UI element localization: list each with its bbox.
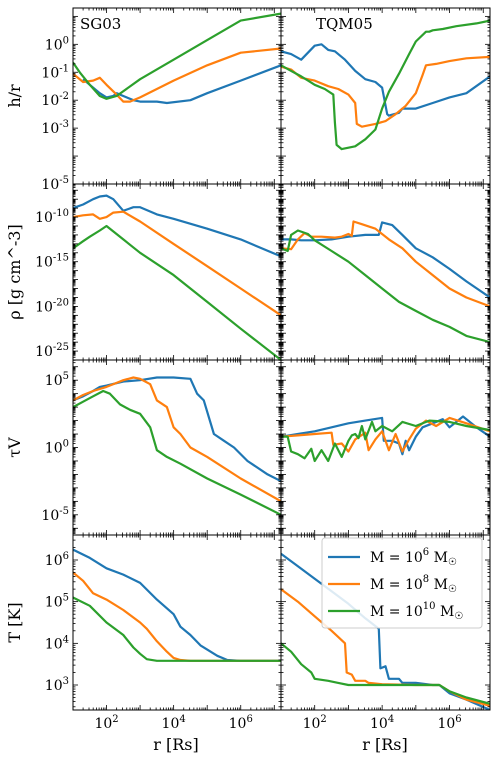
x-axis-label-left: r [Rs]	[153, 735, 198, 754]
series-line-1e6	[281, 43, 490, 117]
legend-entry-1e8-main: M = 10	[370, 577, 423, 593]
legend-entry-1e6-sun: ☉	[448, 557, 457, 568]
series-line-1e8	[281, 220, 490, 308]
y-axis-label: ρ [g cm^-3]	[5, 224, 24, 319]
series-line-1e6	[73, 548, 281, 662]
y-tick-label: 10-1	[41, 63, 69, 81]
y-tick-label: 10-25	[35, 342, 69, 360]
legend-entry-1e8-unit: M	[429, 577, 448, 593]
tqm05-label: TQM05	[316, 15, 373, 33]
y-tick-label: 100	[45, 35, 69, 53]
y-tick-label: 105	[45, 593, 69, 611]
legend-entry-1e10: M = 1010 M☉	[370, 601, 463, 622]
y-tick-label: 10-2	[41, 91, 69, 109]
panel-frame	[280, 183, 491, 361]
series-line-1e8	[73, 47, 281, 103]
sg03-label: SG03	[80, 15, 121, 33]
x-axis-label-right: r [Rs]	[362, 735, 407, 754]
y-axis-label: τV	[5, 437, 24, 458]
series-line-1e10	[281, 642, 490, 705]
y-tick-label: 10-5	[41, 175, 69, 193]
panel-r1-c0: 10-10 10-15 10-20 10-25 ρ [g cm^-3]	[5, 183, 282, 361]
series-line-1e6	[281, 221, 490, 299]
panel-r0-c1	[280, 7, 491, 185]
legend-entry-1e8-sun: ☉	[448, 584, 457, 595]
legend-entry-1e6-sup: 6	[423, 547, 429, 558]
y-tick-label: 10-20	[35, 297, 69, 315]
y-tick-label: 106	[45, 551, 69, 569]
series-line-1e6	[281, 415, 490, 456]
legend-box	[321, 537, 483, 629]
y-tick-label: 10-15	[35, 253, 69, 271]
y-axis-label: T [K]	[5, 602, 24, 642]
panel-frame	[280, 534, 491, 711]
panels-group: 10010-110-210-310-5h/r10-1010-1510-2010-…	[5, 7, 491, 732]
series-line-1e10	[281, 19, 490, 151]
legend-entry-1e10-unit: M	[436, 604, 455, 620]
series-line-1e10	[73, 389, 281, 516]
x-tick-label: 104	[370, 714, 394, 732]
series-line-1e10	[73, 224, 281, 360]
y-tick-label: 105	[45, 371, 69, 389]
series-line-1e8	[73, 571, 281, 662]
legend: M = 106 M☉ M = 108 M☉ M = 1010 M☉	[321, 537, 483, 629]
panel-frame	[280, 359, 491, 536]
series-line-1e8	[73, 210, 281, 317]
series-line-1e8	[281, 55, 490, 128]
legend-entry-1e6: M = 106 M☉	[370, 547, 457, 568]
legend-entry-1e10-sun: ☉	[454, 611, 463, 622]
y-tick-label: 10-5	[41, 506, 69, 524]
x-tick-label: 106	[229, 714, 253, 732]
series-line-1e6	[73, 376, 281, 483]
legend-entry-1e10-sup: 10	[423, 601, 436, 612]
x-tick-label: 106	[437, 714, 461, 732]
panel-r0-c0: 100 10-1 10-2 10-3 10-5 h/r	[5, 7, 282, 193]
series-line-1e10	[73, 12, 281, 100]
y-axis-label: h/r	[5, 84, 24, 108]
y-tick-label: 10-3	[41, 119, 69, 137]
legend-entry-1e6-main: M = 10	[370, 550, 423, 566]
y-tick-label: 100	[45, 439, 69, 457]
legend-entry-1e10-main: M = 10	[370, 604, 423, 620]
legend-entry-1e6-unit: M	[429, 550, 448, 566]
panel-r2-c0: 105 100 10-5 τV	[5, 359, 282, 536]
panel-r2-c1	[280, 359, 491, 536]
series-line-1e10	[73, 596, 281, 662]
x-tick-label: 102	[94, 714, 118, 732]
series-line-1e8	[73, 376, 281, 503]
panel-frame	[72, 183, 282, 361]
x-tick-label: 102	[303, 714, 327, 732]
series-line-1e6	[73, 194, 281, 258]
series-line-1e10	[281, 419, 490, 463]
y-tick-label: 104	[45, 634, 69, 652]
x-tick-label: 104	[162, 714, 186, 732]
panel-r3-c0: 106 105 104 103 T [K] 102 104 106	[5, 534, 282, 732]
series-line-1e10	[281, 229, 490, 344]
y-tick-label: 103	[45, 676, 69, 694]
legend-entry-1e8: M = 108 M☉	[370, 574, 457, 595]
legend-entry-1e8-sup: 8	[423, 574, 429, 585]
y-tick-label: 10-10	[35, 208, 69, 226]
series-line-1e8	[281, 416, 490, 453]
panel-r1-c1	[280, 183, 491, 361]
